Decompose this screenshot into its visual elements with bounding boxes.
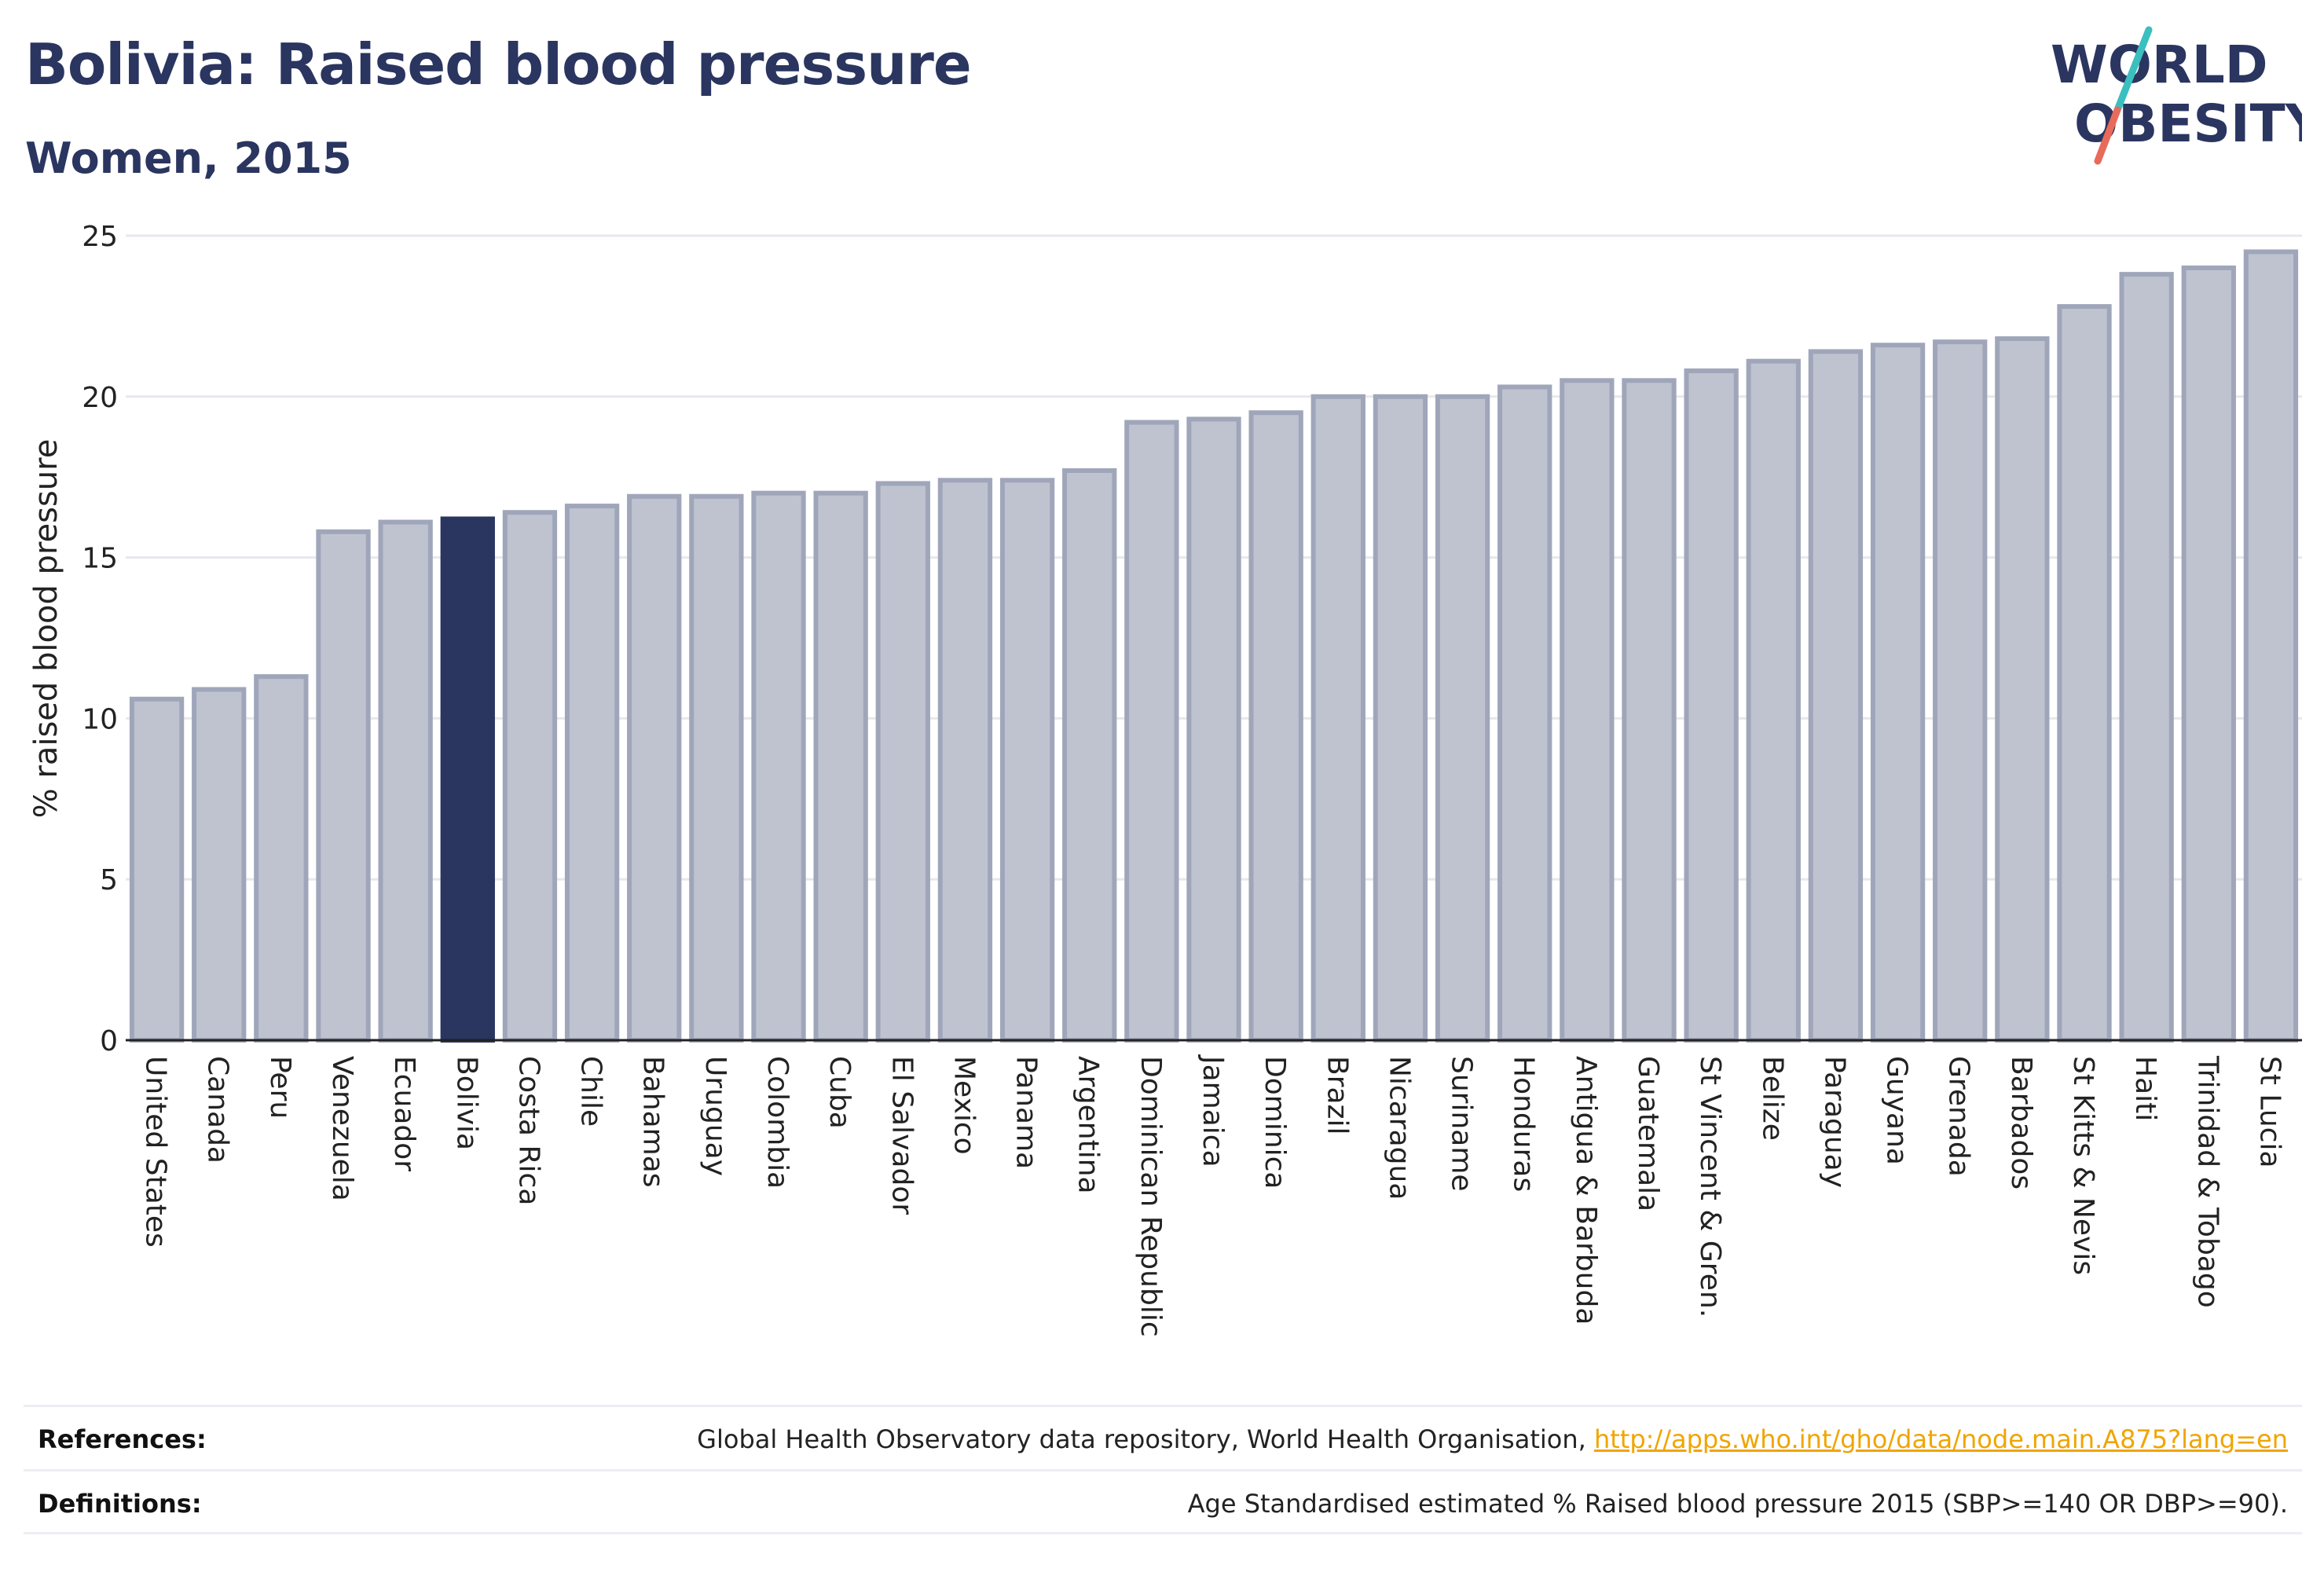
bar-dominican-republic — [1124, 420, 1179, 1043]
x-tick-label: Panama — [1010, 1056, 1043, 1169]
bar-venezuela — [316, 529, 371, 1043]
definitions-label: Definitions: — [38, 1489, 202, 1519]
x-tick-label: Ecuador — [388, 1056, 420, 1171]
bar-trinidad-tobago — [2181, 265, 2236, 1043]
logo-slash-teal — [2113, 26, 2153, 114]
bar-dominica — [1248, 410, 1303, 1043]
bar-ecuador — [378, 519, 433, 1043]
bar-chile — [564, 504, 620, 1043]
y-tick-label: 20 — [82, 382, 118, 414]
definitions-row: Definitions: Age Standardised estimated … — [24, 1469, 2302, 1534]
x-tick-label: Dominican Republic — [1135, 1056, 1167, 1337]
x-tick-label: Venezuela — [326, 1056, 358, 1201]
references-source: Global Health Observatory data repositor… — [697, 1424, 1594, 1454]
bar-grenada — [1933, 339, 1988, 1043]
bar-guatemala — [1622, 378, 1677, 1043]
x-tick-label: Mexico — [948, 1056, 980, 1155]
bar-costa-rica — [502, 510, 558, 1043]
bar-barbados — [1995, 336, 2050, 1043]
x-tick-label: United States — [140, 1056, 172, 1248]
x-tick-label: Grenada — [1943, 1056, 1975, 1177]
bar-bolivia — [440, 516, 495, 1043]
definitions-text: Age Standardised estimated % Raised bloo… — [1187, 1489, 2288, 1519]
bar-bahamas — [627, 493, 682, 1043]
bar-guyana — [1870, 343, 1926, 1043]
x-tick-label: Haiti — [2129, 1056, 2161, 1121]
x-tick-label: Uruguay — [699, 1056, 731, 1176]
logo-text-world: WORLD — [2051, 35, 2268, 95]
y-tick-label: 5 — [100, 864, 118, 896]
x-tick-label: Cuba — [823, 1056, 856, 1129]
x-tick-label: Chile — [575, 1056, 607, 1127]
x-tick-label: Suriname — [1446, 1056, 1478, 1192]
x-tick-label: Dominica — [1259, 1056, 1291, 1189]
x-tick-label: Guatemala — [1632, 1056, 1664, 1211]
y-axis-label: % raised blood pressure — [28, 439, 64, 819]
x-tick-label: Antigua & Barbuda — [1570, 1056, 1602, 1325]
bar-mexico — [937, 478, 993, 1043]
world-obesity-logo: WORLD OBESITY — [2051, 26, 2302, 165]
bar-suriname — [1435, 394, 1490, 1043]
x-tick-label: Guyana — [1881, 1056, 1913, 1165]
references-row: References: Global Health Observatory da… — [24, 1405, 2302, 1470]
bar-canada — [192, 687, 247, 1043]
chart-subtitle: Women, 2015 — [25, 134, 352, 183]
bar-brazil — [1310, 394, 1365, 1043]
bar-paraguay — [1808, 349, 1864, 1043]
x-tick-label: Bolivia — [450, 1056, 482, 1150]
bar-cuba — [813, 490, 868, 1043]
bar-haiti — [2119, 272, 2174, 1043]
x-tick-label: El Salvador — [885, 1056, 918, 1215]
y-tick-label: 25 — [82, 221, 118, 253]
references-text: Global Health Observatory data repositor… — [697, 1424, 2288, 1454]
bar-antigua-barbuda — [1560, 378, 1615, 1043]
bar-belize — [1746, 358, 1801, 1043]
references-link[interactable]: http://apps.who.int/gho/data/node.main.A… — [1593, 1424, 2288, 1454]
x-tick-label: Belize — [1756, 1056, 1788, 1141]
x-tick-label: Barbados — [2005, 1056, 2037, 1189]
bar-st-kitts-nevis — [2057, 304, 2112, 1043]
bar-peru — [254, 674, 309, 1043]
x-tick-label: Argentina — [1072, 1056, 1105, 1194]
x-tick-label: Canada — [202, 1056, 234, 1164]
logo-slash-coral — [2094, 106, 2121, 165]
bar-st-lucia — [2243, 249, 2299, 1043]
bar-el-salvador — [875, 481, 930, 1043]
bar-uruguay — [689, 493, 744, 1043]
bar-honduras — [1497, 384, 1552, 1043]
y-tick-label: 10 — [82, 703, 118, 735]
chart-title: Bolivia: Raised blood pressure — [25, 31, 972, 97]
bar-panama — [999, 478, 1055, 1043]
bars — [126, 249, 2302, 1043]
x-tick-label: St Lucia — [2253, 1056, 2286, 1168]
bar-jamaica — [1186, 416, 1241, 1043]
y-tick-label: 15 — [82, 543, 118, 575]
bar-nicaragua — [1373, 394, 1428, 1043]
footer-divider — [24, 1532, 2302, 1534]
x-tick-label: St Vincent & Gren. — [1694, 1056, 1726, 1318]
y-tick-labels: 0 5 10 15 20 25 — [82, 221, 118, 1057]
y-tick-label: 0 — [100, 1025, 118, 1057]
x-tick-label: Brazil — [1321, 1056, 1353, 1134]
bar-argentina — [1062, 468, 1117, 1043]
x-tick-label: Colombia — [761, 1056, 794, 1189]
x-tick-label: Trinidad & Tobago — [2191, 1055, 2223, 1308]
bar-chart: 0 5 10 15 20 25 United States Canada Peru Venezu… — [28, 221, 2302, 1337]
x-tick-label: Jamaica — [1197, 1054, 1229, 1167]
bar-united-states — [129, 696, 185, 1043]
references-label: References: — [38, 1424, 207, 1454]
bar-colombia — [751, 490, 806, 1043]
x-tick-label: Bahamas — [637, 1056, 669, 1188]
x-tick-label: St Kitts & Nevis — [2067, 1056, 2099, 1275]
x-tick-label: Paraguay — [1818, 1056, 1850, 1188]
x-tick-label: Nicaragua — [1383, 1056, 1415, 1200]
x-tick-label: Honduras — [1508, 1056, 1540, 1192]
x-tick-labels: United States Canada Peru Venezuela Ecuador B… — [140, 1054, 2286, 1337]
x-tick-label: Costa Rica — [512, 1056, 544, 1205]
x-tick-label: Peru — [264, 1056, 296, 1119]
bar-st-vincent-gren- — [1684, 368, 1739, 1043]
